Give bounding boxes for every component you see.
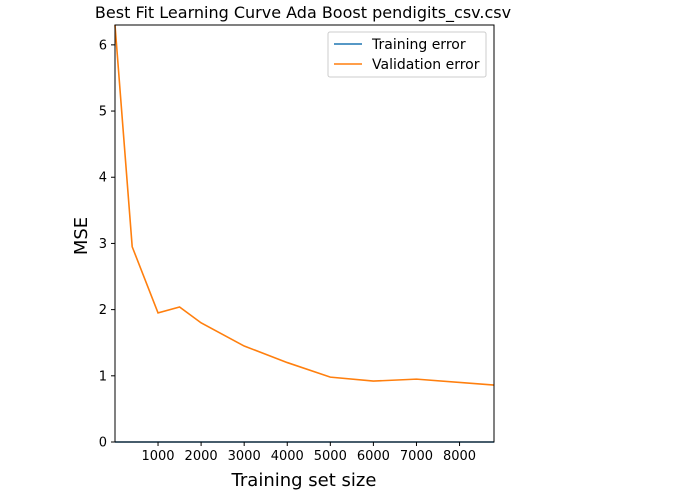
y-tick-label: 2 [99, 303, 107, 318]
x-tick-label: 5000 [314, 449, 347, 464]
legend-label-validation: Validation error [372, 57, 480, 73]
plot-lines [114, 24, 495, 443]
legend-label-training: Training error [371, 37, 466, 53]
x-tick-label: 6000 [357, 449, 390, 464]
x-tick-label: 2000 [185, 449, 218, 464]
y-tick-label: 0 [99, 436, 107, 451]
x-tick-label: 3000 [228, 449, 261, 464]
x-tick-label: 1000 [141, 449, 174, 464]
chart-title: Best Fit Learning Curve Ada Boost pendig… [95, 3, 511, 23]
legend-box [327, 31, 487, 78]
legend: Training error Validation error [327, 31, 487, 78]
y-tick-label: 3 [99, 237, 107, 252]
x-tick-label: 4000 [271, 449, 304, 464]
y-axis-label: MSE [71, 217, 92, 255]
y-tick-label: 6 [99, 38, 107, 53]
y-tick-label: 1 [99, 369, 107, 384]
series-line-validation-error [114, 24, 495, 386]
x-tick-label: 8000 [443, 449, 476, 464]
plot-frame [114, 24, 495, 443]
y-tick-label: 5 [99, 105, 107, 120]
axis-ticks: 1000 2000 3000 4000 5000 6000 7000 8000 0 1 2 3 4 5 6 [99, 38, 476, 464]
x-axis-label: Training set size [231, 470, 377, 491]
y-tick-label: 4 [99, 171, 107, 186]
x-tick-label: 7000 [400, 449, 433, 464]
